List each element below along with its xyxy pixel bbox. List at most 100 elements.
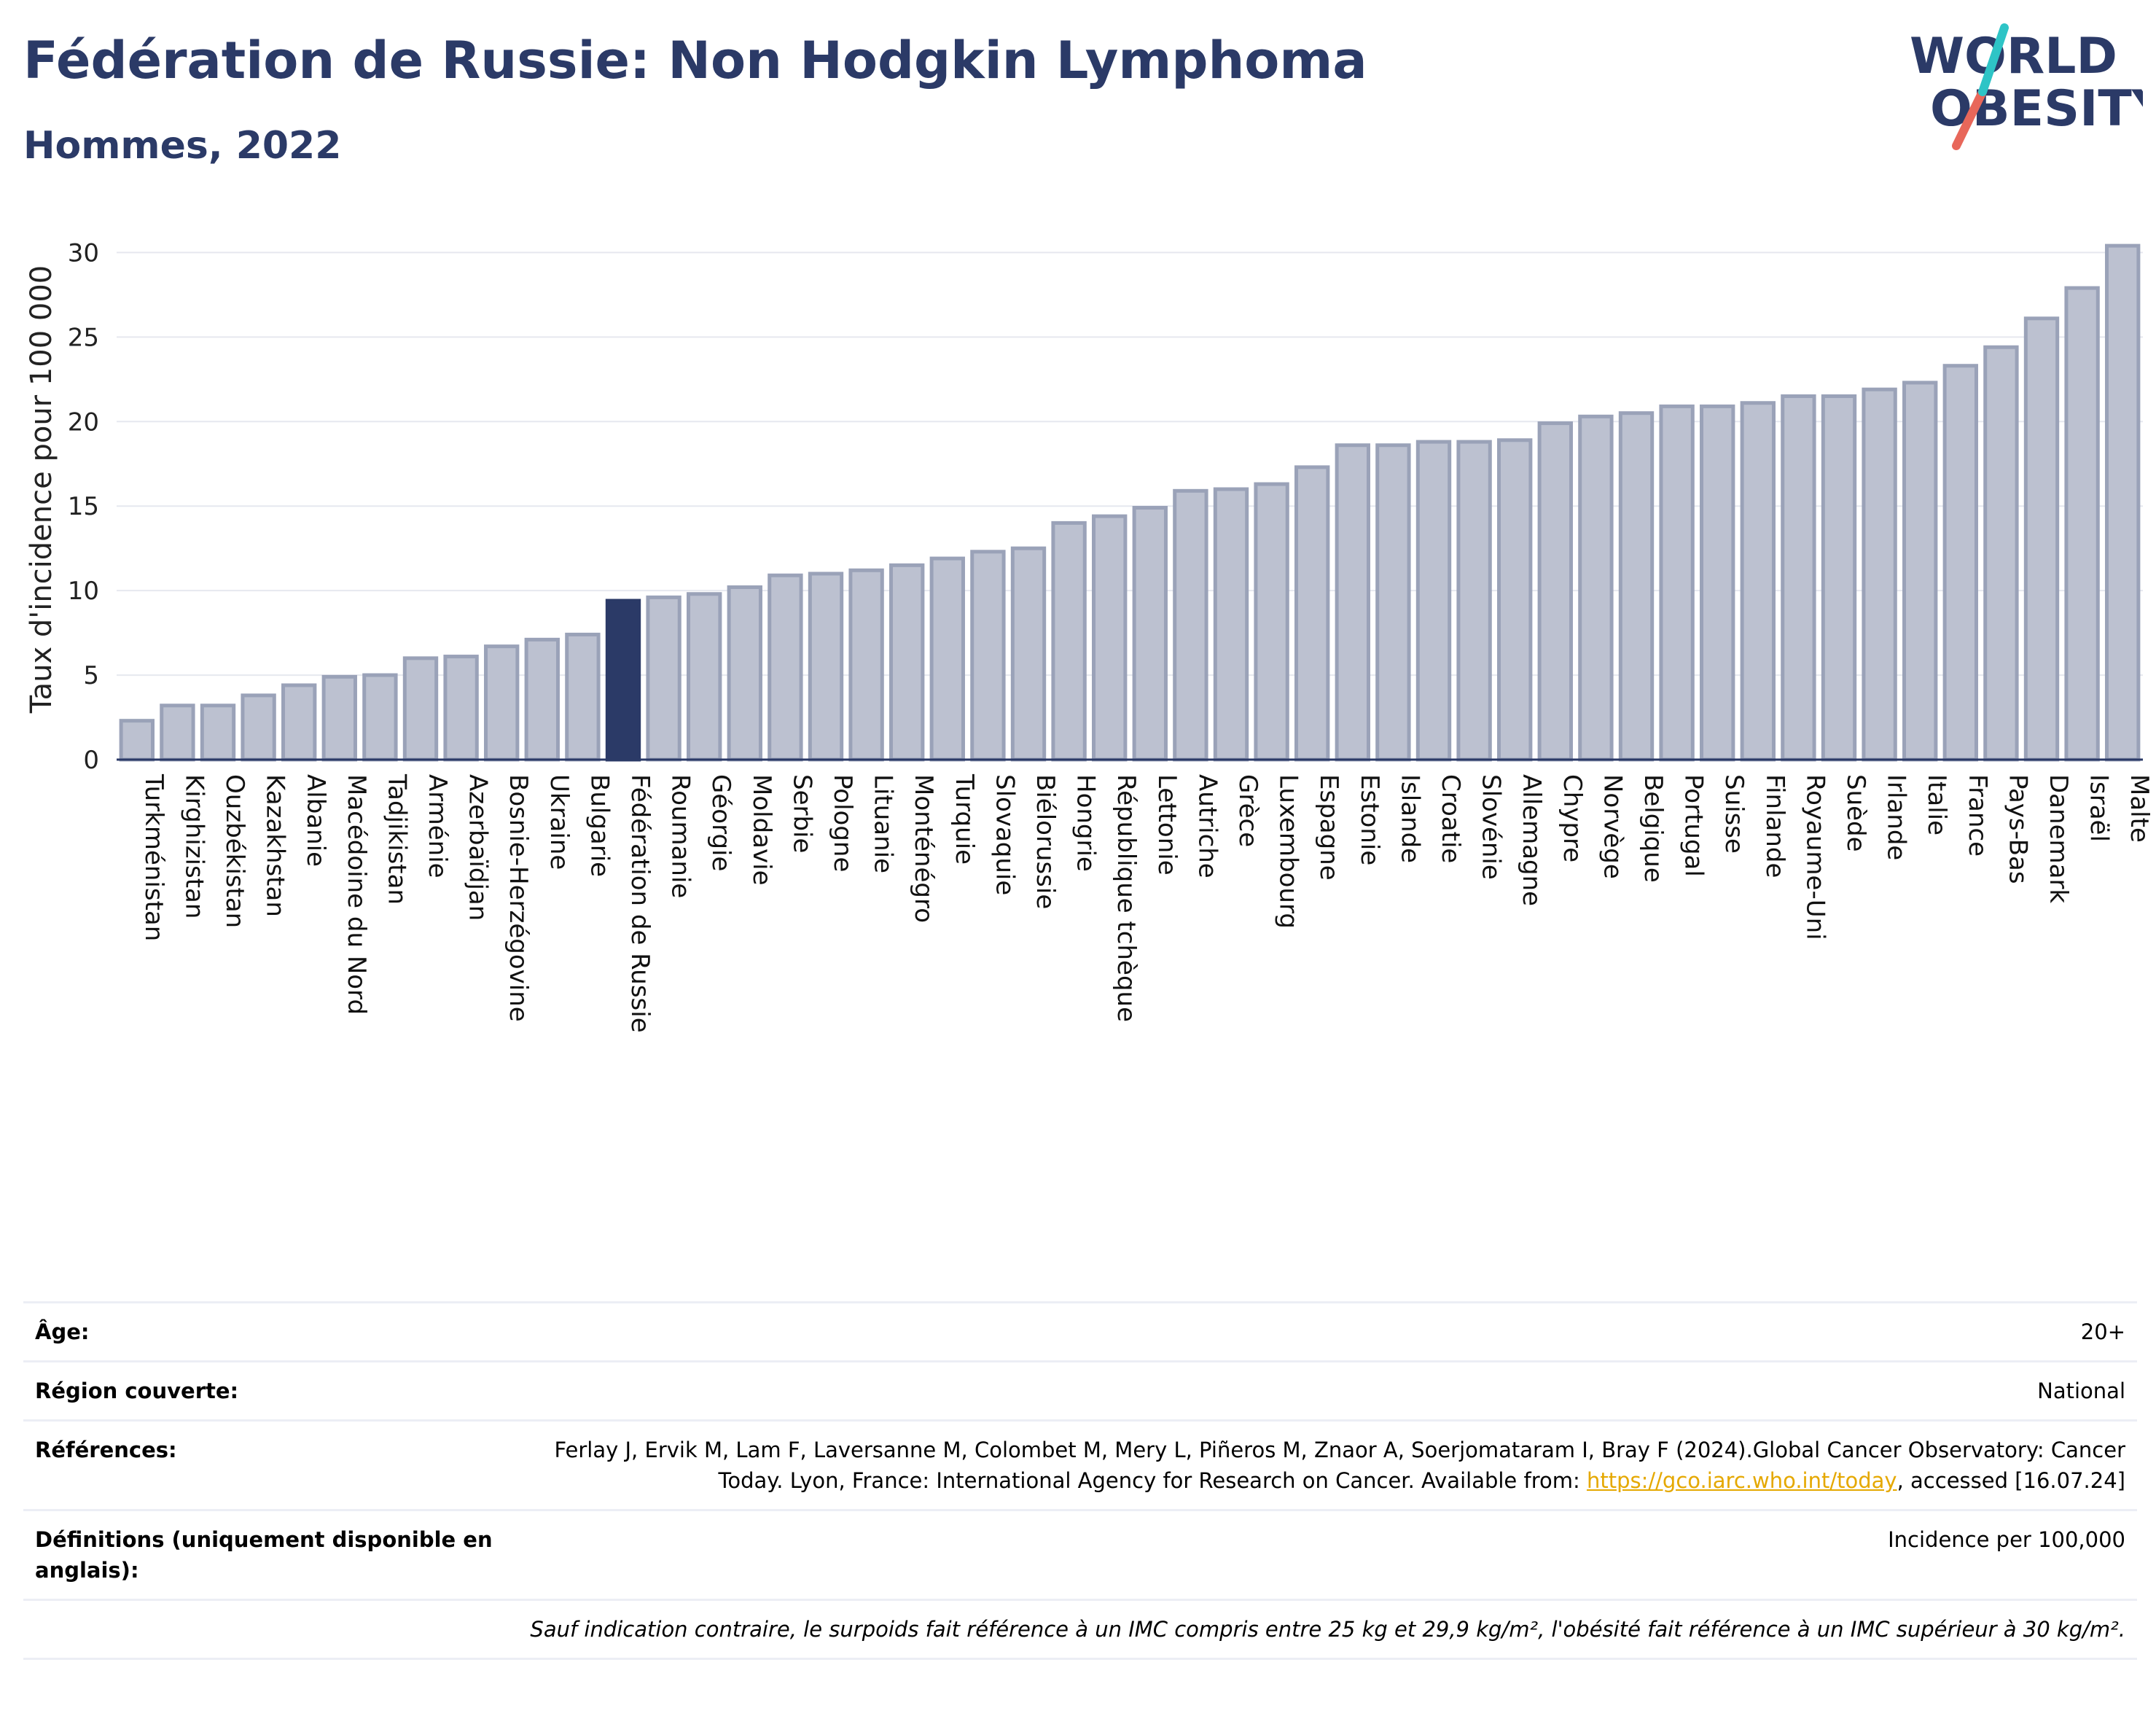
bar [1456,440,1492,762]
bar [1659,404,1695,762]
x-tick-label: Pays-Bas [2003,774,2032,884]
references-text: Ferlay J, Ervik M, Lam F, Laversanne M, … [554,1438,2125,1493]
y-tick-label: 5 [83,661,99,690]
x-tick-label: Ukraine [544,774,574,870]
bar [1942,364,1978,762]
footnote: Sauf indication contraire, le surpoids f… [530,1617,2125,1642]
x-tick-label: Irlande [1882,774,1911,860]
bar [1051,520,1087,762]
y-tick-label: 0 [83,746,99,775]
x-tick-label: Tadjikistan [382,773,411,905]
bar [2105,243,2141,762]
bar [1618,411,1655,762]
references-label: Références: [35,1438,177,1462]
x-tick-label: Arménie [423,774,452,878]
x-tick-label: Israël [2085,774,2114,842]
bar [1294,465,1330,762]
bar [484,644,520,762]
x-tick-label: Royaume-Uni [1800,774,1829,940]
bar [200,703,236,762]
x-tick-label: Suède [1841,774,1870,852]
references-link[interactable]: https://gco.iarc.who.int/today [1586,1468,1897,1493]
bar [443,655,479,762]
region-value: National [2037,1379,2125,1403]
bar [321,674,357,762]
x-tick-label: Macédoine du Nord [342,774,371,1015]
x-tick-label: Norvège [1598,774,1627,879]
bar [565,632,601,762]
bar [1497,438,1533,762]
bar [1335,443,1370,762]
bar [1740,401,1776,762]
info-row-references: Références: Ferlay J, Ervik M, Lam F, La… [23,1419,2137,1509]
bar [1781,394,1816,762]
bar [970,550,1006,762]
x-tick-label: Roumanie [666,774,695,898]
bar [1010,546,1047,762]
bar [1537,421,1573,762]
bar [1821,394,1857,762]
bar [1700,404,1735,762]
bar [646,595,681,762]
x-tick-label: France [1963,774,1992,857]
x-tick-label: Serbie [787,774,816,853]
bar [1983,345,2019,762]
bar [687,592,722,762]
y-tick-label: 20 [68,408,99,437]
age-value: 20+ [2080,1319,2125,1344]
bar [1862,387,1897,762]
bar [362,673,398,762]
x-tick-label: Géorgie [706,774,735,871]
y-tick-label: 15 [68,492,99,521]
bar [1132,506,1168,762]
x-tick-label: Finlande [1760,774,1789,878]
bar [1213,487,1249,762]
bar [160,703,195,762]
x-tick-label: Danemark [2044,774,2073,903]
x-tick-label: Hongrie [1071,774,1101,872]
bar [929,556,965,762]
x-tick-label: Bulgarie [585,774,614,877]
region-label: Région couverte: [35,1379,239,1403]
bar [119,719,155,762]
x-tick-label: Chypre [1558,774,1587,862]
bar [1092,514,1128,762]
x-tick-label: Belgique [1639,774,1668,883]
bar [281,683,317,762]
bar [1254,482,1289,762]
x-tick-label: Lettonie [1152,774,1181,876]
bar [605,599,641,762]
x-tick-label: Turquie [950,773,979,865]
x-tick-label: Estonie [1355,774,1384,865]
bar [2064,286,2100,762]
bar [1415,440,1452,762]
x-tick-label: Moldavie [747,774,776,886]
chart-subtitle: Hommes, 2022 [23,124,342,168]
x-tick-label: Fédération de Russie [625,774,655,1033]
bar [1375,443,1411,762]
bar [1578,414,1614,762]
x-tick-label: Grèce [1233,774,1262,847]
logo-line1: WORLD [1910,28,2117,85]
y-tick-label: 30 [68,238,99,268]
info-table: Âge: 20+ Région couverte: National Référ… [23,1301,2137,1660]
references-value: Ferlay J, Ervik M, Lam F, Laversanne M, … [536,1435,2125,1496]
x-tick-label: Lituanie [869,774,898,873]
bar [727,585,762,762]
x-tick-label: Kirghizistan [179,774,208,919]
y-tick-label: 25 [68,323,99,352]
x-tick-label: Allemagne [1517,774,1546,906]
x-tick-label: Espagne [1314,774,1343,881]
bar-chart: 0 5 10 15 20 25 30 Taux d'incidence pour 100 00… [25,238,2154,1033]
info-row-region: Région couverte: National [23,1360,2137,1419]
x-tick-label: Monténégro [909,774,938,923]
info-row-definitions: Définitions (uniquement disponible en an… [23,1509,2137,1599]
definitions-value: Incidence per 100,000 [1888,1527,2125,1552]
bar [848,568,884,762]
x-tick-label: Islande [1395,774,1424,863]
bar [768,573,803,762]
age-label: Âge: [35,1319,90,1344]
bar [889,563,925,762]
x-tick-label: Croatie [1436,774,1465,863]
x-tick-label: Slovénie [1477,774,1506,880]
